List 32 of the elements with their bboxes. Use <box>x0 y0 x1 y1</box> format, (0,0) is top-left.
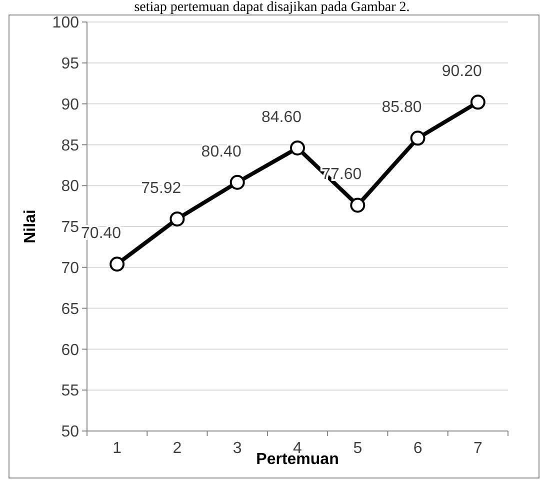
text: setiap pertemuan dapat disajikan pada Gambar 2. <box>134 0 410 15</box>
x-tick-label: 1 <box>112 440 122 457</box>
y-tick-label: 70 <box>61 260 80 277</box>
x-tick-label: 3 <box>232 440 242 457</box>
data-label: 90.20 <box>442 63 482 80</box>
x-axis-title: Pertemuan <box>256 451 339 468</box>
point <box>410 130 426 146</box>
point <box>350 198 366 213</box>
point <box>110 256 125 272</box>
point <box>170 211 185 226</box>
data-label: 80.40 <box>201 143 242 160</box>
y-tick-label: 50 <box>61 424 80 441</box>
x-tick-label: 6 <box>413 440 422 457</box>
y-tick-label: 85 <box>61 137 80 154</box>
y-tick-label: 60 <box>61 342 80 359</box>
y-tick-label: 100 <box>52 14 80 32</box>
y-tick-label: 80 <box>61 178 80 196</box>
y-tick-label: 75 <box>61 219 80 236</box>
y-tick-label: 95 <box>61 56 80 72</box>
y-tick-label: 55 <box>61 382 80 400</box>
data-label: 85.80 <box>382 99 422 116</box>
x-tick-label: 5 <box>353 440 362 457</box>
x-tick-label: 2 <box>172 440 182 457</box>
x-tick-label: 7 <box>473 440 482 457</box>
y-tick-label: 65 <box>61 300 80 318</box>
y-axis-title: Nilai <box>22 210 39 244</box>
y-tick-label: 90 <box>61 96 80 114</box>
data-label: 75.92 <box>141 180 182 197</box>
point <box>470 94 486 110</box>
point <box>230 174 245 190</box>
point <box>290 140 305 156</box>
data-label: 84.60 <box>261 108 302 126</box>
